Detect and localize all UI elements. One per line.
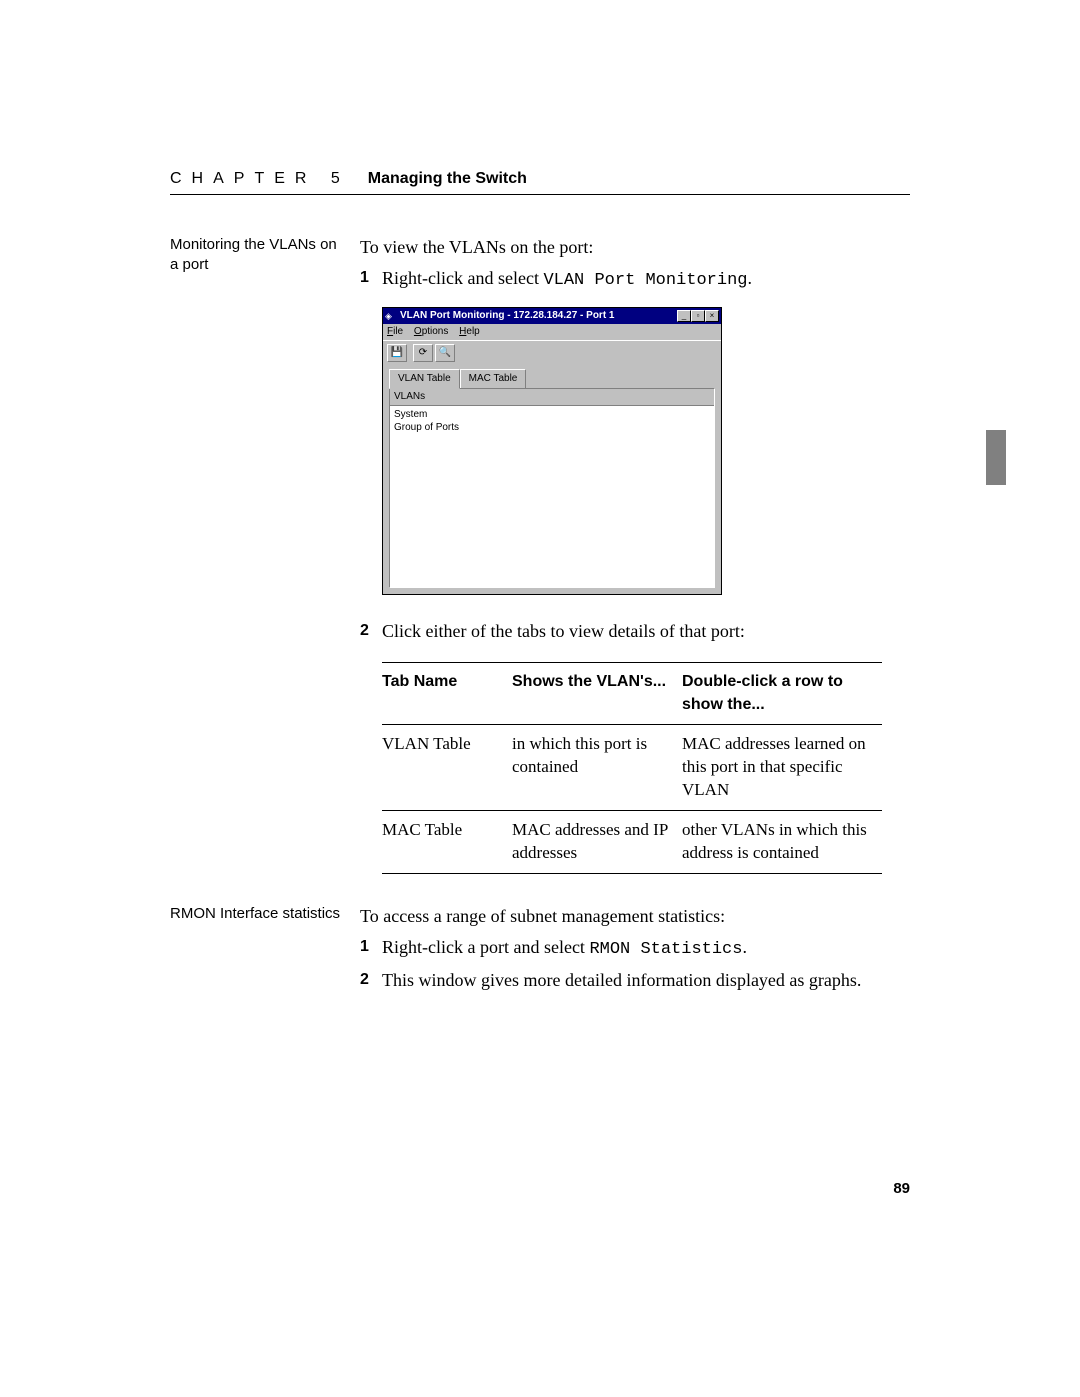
s2-step1-a: Right-click a port and select <box>382 937 589 957</box>
close-button[interactable]: × <box>705 310 719 322</box>
section1-intro: To view the VLANs on the port: <box>360 235 910 260</box>
list-column-header[interactable]: VLANs <box>390 389 714 406</box>
chapter-title: Managing the Switch <box>368 170 527 188</box>
cell: other VLANs in which this address is con… <box>682 810 882 873</box>
section2-intro: To access a range of subnet management s… <box>360 904 910 929</box>
step1-text-a: Right-click and select <box>382 268 543 288</box>
th-tab-name: Tab Name <box>382 663 512 725</box>
chapter-label: CHAPTER 5 <box>170 170 350 188</box>
table-header-row: Tab Name Shows the VLAN's... Double-clic… <box>382 663 882 725</box>
menu-file[interactable]: File <box>387 326 403 337</box>
side-label-rmon: RMON Interface statistics <box>170 904 360 924</box>
tab-mac-table[interactable]: MAC Table <box>460 369 527 388</box>
step2-text: Click either of the tabs to view details… <box>382 619 910 644</box>
s2-step1-b: . <box>742 937 747 957</box>
toolbar: 💾 ⟳ 🔍 <box>383 340 721 365</box>
table-row: MAC Table MAC addresses and IP addresses… <box>382 810 882 873</box>
step-number: 2 <box>360 968 382 992</box>
tab-strip: VLAN TableMAC Table <box>383 365 721 388</box>
menu-help[interactable]: Help <box>459 326 480 337</box>
thumb-tab <box>986 430 1006 485</box>
s2-step1-mono: RMON Statistics <box>589 940 742 959</box>
s2-step1-text: Right-click a port and select RMON Stati… <box>382 935 910 962</box>
cell: MAC addresses learned on this port in th… <box>682 724 882 810</box>
tab-vlan-table[interactable]: VLAN Table <box>389 369 460 389</box>
save-icon[interactable]: 💾 <box>387 344 407 362</box>
menu-options[interactable]: Options <box>414 326 448 337</box>
step1-text-b: . <box>748 268 753 288</box>
find-icon[interactable]: 🔍 <box>435 344 455 362</box>
step1-mono: VLAN Port Monitoring <box>543 271 747 290</box>
vlan-window: ◈ VLAN Port Monitoring - 172.28.184.27 -… <box>382 307 722 595</box>
app-icon: ◈ <box>385 311 397 321</box>
th-doubleclick: Double-click a row to show the... <box>682 663 882 725</box>
s2-step2-text: This window gives more detailed informat… <box>382 968 910 993</box>
step-number: 1 <box>360 935 382 959</box>
maximize-button[interactable]: ▫ <box>691 310 705 322</box>
list-item[interactable]: Group of Ports <box>394 421 710 434</box>
refresh-icon[interactable]: ⟳ <box>413 344 433 362</box>
step-number: 2 <box>360 619 382 643</box>
step1-text: Right-click and select VLAN Port Monitor… <box>382 266 910 293</box>
cell: VLAN Table <box>382 724 512 810</box>
cell: MAC Table <box>382 810 512 873</box>
list-item[interactable]: System <box>394 408 710 421</box>
window-titlebar: ◈ VLAN Port Monitoring - 172.28.184.27 -… <box>383 308 721 324</box>
step-number: 1 <box>360 266 382 290</box>
list-panel: VLANs System Group of Ports <box>389 388 715 588</box>
tab-info-table: Tab Name Shows the VLAN's... Double-clic… <box>382 662 882 873</box>
page-number: 89 <box>893 1180 910 1197</box>
table-row: VLAN Table in which this port is contain… <box>382 724 882 810</box>
th-shows: Shows the VLAN's... <box>512 663 682 725</box>
chapter-header: CHAPTER 5 Managing the Switch <box>170 170 910 195</box>
cell: MAC addresses and IP addresses <box>512 810 682 873</box>
window-title: VLAN Port Monitoring - 172.28.184.27 - P… <box>400 309 677 323</box>
cell: in which this port is contained <box>512 724 682 810</box>
side-label-vlan: Monitoring the VLANs on a port <box>170 235 360 276</box>
minimize-button[interactable]: _ <box>677 310 691 322</box>
menu-bar: File Options Help <box>383 324 721 340</box>
